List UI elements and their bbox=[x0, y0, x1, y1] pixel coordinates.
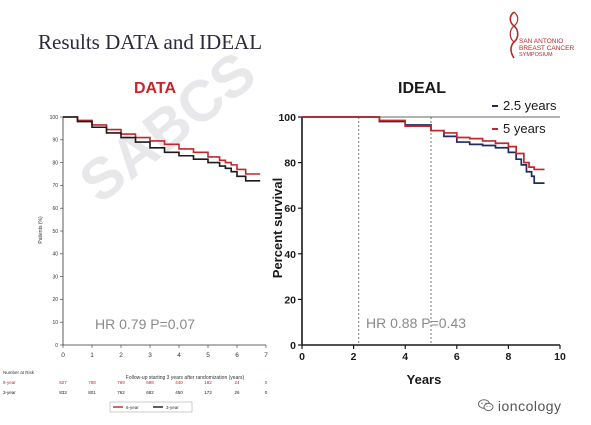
hr-annotation: HR 0.88 P=0.43 bbox=[366, 315, 466, 331]
risk-table-cell: 833 bbox=[59, 390, 67, 395]
logo-line-3: SYMPOSIUM bbox=[519, 52, 553, 58]
x-tick-label: 10 bbox=[554, 351, 566, 363]
y-tick-label: 100 bbox=[50, 115, 59, 121]
series-line-2.5-years bbox=[302, 116, 545, 184]
wechat-icon bbox=[478, 399, 494, 415]
x-axis-label: Years bbox=[407, 372, 442, 387]
logo-line-2: BREAST CANCER bbox=[519, 45, 575, 52]
legend-label: 5 years bbox=[503, 121, 546, 136]
legend-label: 2.5 years bbox=[503, 98, 557, 113]
legend-box bbox=[109, 401, 193, 413]
risk-table-cell: 801 bbox=[88, 390, 96, 395]
sabcs-logo: SAN ANTONIO BREAST CANCER SYMPOSIUM bbox=[505, 10, 585, 62]
risk-table-cell: 827 bbox=[59, 380, 67, 385]
y-tick-label: 60 bbox=[52, 206, 58, 212]
risk-table-cell: 450 bbox=[175, 390, 183, 395]
x-axis-label: Follow-up starting 3 years after randomi… bbox=[126, 375, 245, 381]
risk-table-cell: 682 bbox=[146, 390, 154, 395]
risk-row-label: 6-year bbox=[3, 380, 16, 385]
x-tick-label: 5 bbox=[206, 352, 210, 359]
sabcs-watermark: SABCS bbox=[68, 39, 268, 200]
y-tick-label: 10 bbox=[52, 320, 58, 326]
risk-table-header: Number at Risk bbox=[3, 370, 35, 375]
data-km-chart: DATA 0 10 20 30 40 50 60 70 80 90 100 0 1 2 3 4 5 6 7 Pati… bbox=[3, 80, 269, 413]
y-tick-label: 90 bbox=[52, 138, 58, 144]
y-tick-label: 40 bbox=[52, 252, 58, 258]
series-line-3-year bbox=[63, 116, 261, 182]
x-tick-label: 8 bbox=[505, 351, 511, 363]
risk-table-cell: 0 bbox=[265, 390, 268, 395]
risk-table: 827 798 769 698 440 182 24 0 833 801 762 682 450 173 2… bbox=[59, 380, 268, 395]
legend-label: 3-year bbox=[166, 405, 179, 410]
slide-title: Results DATA and IDEAL bbox=[38, 30, 263, 54]
left-plot-area: 0 10 20 30 40 50 60 70 80 90 100 0 1 2 3 4 5 6 7 bbox=[50, 115, 269, 359]
x-tick-label: 2 bbox=[351, 351, 357, 363]
y-tick-label: 0 bbox=[55, 343, 58, 349]
risk-table-cell: 0 bbox=[265, 380, 268, 385]
logo-line-1: SAN ANTONIO bbox=[519, 38, 564, 45]
y-tick-label: 20 bbox=[52, 297, 58, 303]
risk-table-cell: 26 bbox=[234, 390, 240, 395]
risk-table-cell: 769 bbox=[117, 380, 125, 385]
chart-legend: 2.5 years 5 years bbox=[492, 98, 557, 136]
risk-table-cell: 762 bbox=[117, 390, 125, 395]
y-tick-label: 80 bbox=[52, 160, 58, 166]
y-axis-label: Patients (%) bbox=[38, 216, 44, 244]
y-tick-label: 70 bbox=[52, 183, 58, 189]
series-line-5-years bbox=[302, 116, 545, 171]
y-tick-label: 50 bbox=[52, 229, 58, 235]
legend-label: 6-year bbox=[126, 405, 139, 410]
x-tick-label: 6 bbox=[454, 351, 460, 363]
chart-title: IDEAL bbox=[398, 80, 446, 97]
x-tick-label: 4 bbox=[402, 351, 408, 363]
hr-annotation: HR 0.79 P=0.07 bbox=[95, 316, 195, 332]
x-tick-label: 6 bbox=[235, 352, 239, 359]
y-tick-label: 30 bbox=[52, 274, 58, 280]
wechat-footer: ioncology bbox=[478, 398, 562, 415]
x-tick-label: 2 bbox=[119, 352, 123, 359]
risk-table-cell: 173 bbox=[204, 390, 212, 395]
chart-legend: 6-year 3-year bbox=[109, 401, 193, 413]
x-tick-label: 1 bbox=[90, 352, 94, 359]
wechat-account-name: ioncology bbox=[497, 398, 562, 414]
chart-title: DATA bbox=[134, 80, 177, 97]
risk-table-cell: 440 bbox=[175, 380, 183, 385]
risk-table-cell: 24 bbox=[234, 380, 240, 385]
x-tick-label: 4 bbox=[177, 352, 181, 359]
risk-row-label: 3-year bbox=[3, 390, 16, 395]
x-tick-label: 7 bbox=[264, 352, 268, 359]
x-tick-label: 3 bbox=[148, 352, 152, 359]
risk-table-cell: 698 bbox=[146, 380, 154, 385]
risk-table-cell: 182 bbox=[204, 380, 212, 385]
ribbon-logo-icon bbox=[509, 11, 519, 59]
x-tick-label: 0 bbox=[61, 352, 65, 359]
risk-table-cell: 798 bbox=[88, 380, 96, 385]
